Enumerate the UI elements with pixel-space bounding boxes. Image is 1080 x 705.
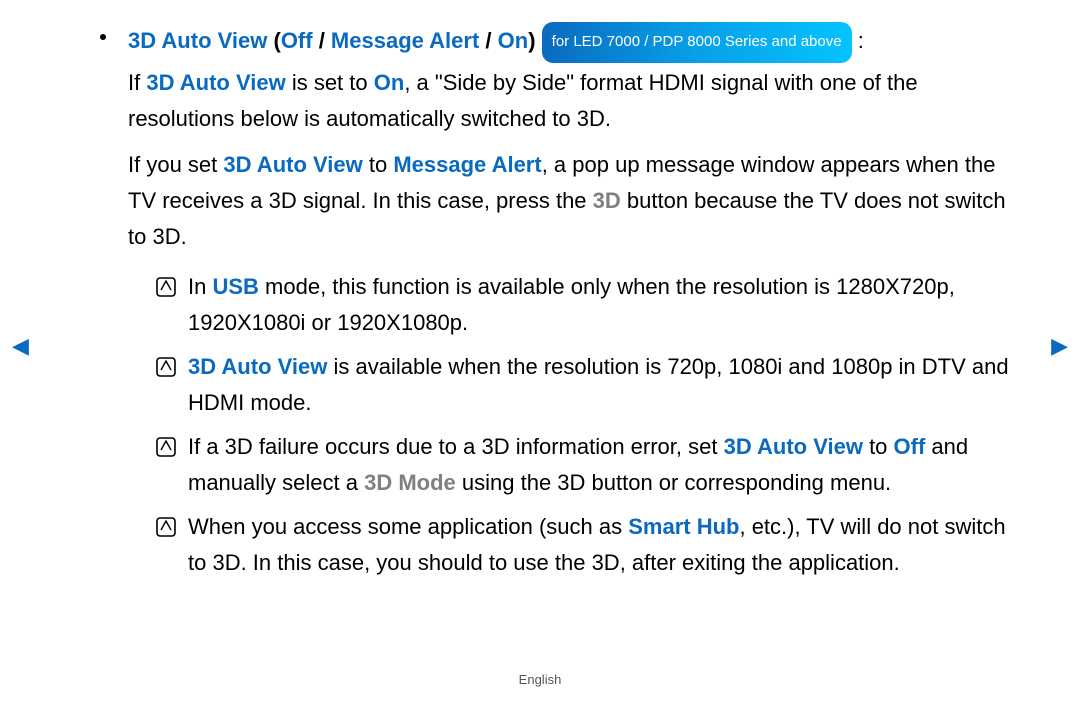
sep-1: / <box>313 28 331 53</box>
option-message-alert: Message Alert <box>331 28 479 53</box>
n3-b1: 3D Auto View <box>724 434 863 459</box>
note-item: In USB mode, this function is available … <box>156 269 1020 341</box>
n3-g1: 3D Mode <box>364 470 456 495</box>
p1-b1: 3D Auto View <box>146 70 285 95</box>
note-icon <box>156 277 176 297</box>
main-bullet-item: 3D Auto View (Off / Message Alert / On) … <box>100 22 1020 265</box>
p2-b2: Message Alert <box>393 152 541 177</box>
manual-page: ◀ ▶ 3D Auto View (Off / Message Alert / … <box>0 0 1080 705</box>
footer-language: English <box>0 672 1080 687</box>
n3-t4: using the 3D button or corresponding men… <box>456 470 891 495</box>
p2-b1: 3D Auto View <box>223 152 362 177</box>
note-item: When you access some application (such a… <box>156 509 1020 581</box>
n2-b1: 3D Auto View <box>188 354 327 379</box>
note-2-text: 3D Auto View is available when the resol… <box>188 349 1020 421</box>
p2-t1: If you set <box>128 152 223 177</box>
prev-page-arrow[interactable]: ◀ <box>12 335 29 357</box>
heading-trailing: : <box>852 28 864 53</box>
feature-name: 3D Auto View <box>128 28 267 53</box>
note-item: If a 3D failure occurs due to a 3D infor… <box>156 429 1020 501</box>
n3-t2: to <box>863 434 894 459</box>
next-page-arrow[interactable]: ▶ <box>1051 335 1068 357</box>
n1-t2: mode, this function is available only wh… <box>188 274 955 335</box>
paren-close: ) <box>528 28 541 53</box>
p1-t1: If <box>128 70 146 95</box>
heading-line: 3D Auto View (Off / Message Alert / On) … <box>128 22 1020 63</box>
p2-g1: 3D <box>593 188 621 213</box>
note-4-text: When you access some application (such a… <box>188 509 1020 581</box>
p2-t2: to <box>363 152 394 177</box>
note-3-text: If a 3D failure occurs due to a 3D infor… <box>188 429 1020 501</box>
bullet-icon <box>100 34 106 40</box>
paragraph-2: If you set 3D Auto View to Message Alert… <box>128 147 1020 255</box>
option-on: On <box>498 28 529 53</box>
option-off: Off <box>281 28 313 53</box>
n1-b1: USB <box>212 274 258 299</box>
note-1-text: In USB mode, this function is available … <box>188 269 1020 341</box>
sep-2: / <box>479 28 497 53</box>
note-icon <box>156 517 176 537</box>
series-badge: for LED 7000 / PDP 8000 Series and above <box>542 22 852 63</box>
n3-b2: Off <box>894 434 926 459</box>
note-list: In USB mode, this function is available … <box>156 269 1020 581</box>
note-icon <box>156 357 176 377</box>
paragraph-1: If 3D Auto View is set to On, a "Side by… <box>128 65 1020 137</box>
n4-b1: Smart Hub <box>628 514 739 539</box>
n3-t1: If a 3D failure occurs due to a 3D infor… <box>188 434 724 459</box>
p1-b2: On <box>374 70 405 95</box>
n4-t1: When you access some application (such a… <box>188 514 628 539</box>
paren-open: ( <box>267 28 280 53</box>
note-item: 3D Auto View is available when the resol… <box>156 349 1020 421</box>
content-area: 3D Auto View (Off / Message Alert / On) … <box>100 22 1020 589</box>
n1-t1: In <box>188 274 212 299</box>
note-icon <box>156 437 176 457</box>
p1-t2: is set to <box>286 70 374 95</box>
